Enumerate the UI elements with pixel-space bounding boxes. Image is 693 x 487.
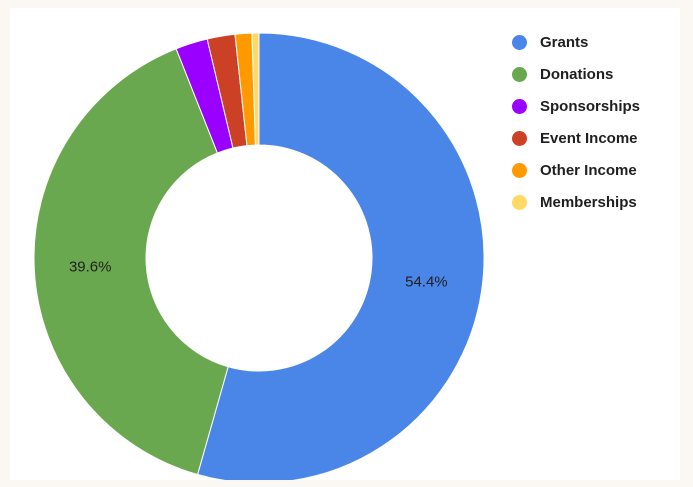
donut-chart: 54.4% 39.6% [33, 32, 485, 480]
legend-item-sponsorships: Sponsorships [512, 96, 640, 116]
legend-label: Memberships [540, 193, 637, 211]
data-label-grants: 54.4% [405, 273, 448, 290]
legend-label: Donations [540, 65, 614, 83]
legend-item-memberships: Memberships [512, 192, 640, 212]
chart-panel: 54.4% 39.6% Grants Donations Sponsorships Ev… [10, 8, 680, 480]
legend-label: Grants [540, 33, 589, 51]
slice-donations [33, 48, 229, 476]
legend-item-donations: Donations [512, 64, 640, 84]
slice-grants [196, 32, 485, 480]
legend-swatch [512, 162, 527, 178]
legend-item-grants: Grants [512, 32, 640, 52]
legend-swatch [512, 194, 527, 210]
slices-group [33, 32, 485, 480]
legend-swatch [512, 34, 527, 50]
legend-item-event-income: Event Income [512, 128, 640, 148]
data-label-donations: 39.6% [69, 258, 112, 275]
chart-legend: Grants Donations Sponsorships Event Income O… [512, 32, 640, 224]
legend-item-other-income: Other Income [512, 160, 640, 180]
legend-label: Event Income [540, 129, 638, 147]
legend-label: Sponsorships [540, 97, 641, 115]
legend-label: Other Income [540, 161, 637, 179]
data-labels-group: 54.4% 39.6% [69, 258, 448, 290]
legend-swatch [512, 98, 527, 114]
slice-memberships [251, 32, 260, 146]
legend-swatch [512, 130, 527, 146]
legend-swatch [512, 66, 527, 82]
